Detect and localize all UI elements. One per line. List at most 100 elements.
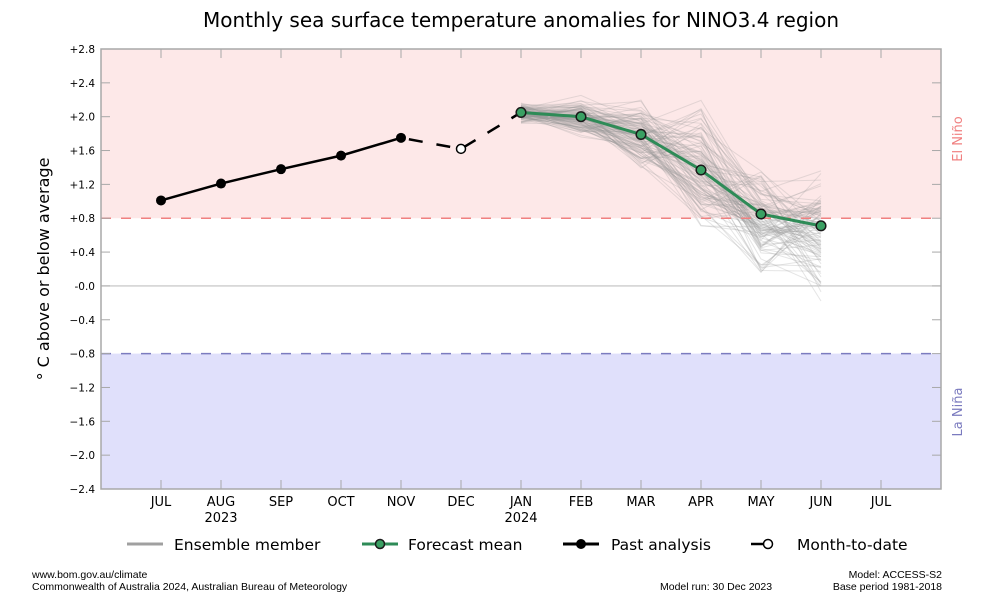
footer-copyright: Commonwealth of Australia 2024, Australi…	[32, 581, 348, 593]
ensemble-member-line	[520, 109, 822, 268]
ensemble-member-line	[520, 106, 822, 245]
y-tick-label: -0.0	[75, 281, 96, 293]
ensemble-member-line	[520, 116, 822, 283]
legend-label: Forecast mean	[408, 536, 522, 554]
x-tick-label: OCT	[327, 495, 354, 510]
la-nina-band	[101, 353, 941, 489]
ensemble-member-line	[520, 102, 822, 238]
ensemble-member-line	[520, 109, 822, 269]
ensemble-member-line	[520, 109, 822, 267]
x-tick-label: JUL	[150, 495, 172, 510]
ensemble-member-line	[520, 105, 822, 208]
legend: Ensemble member Forecast mean Past analysi…	[127, 536, 908, 554]
ensemble-member-line	[520, 106, 822, 183]
ensemble-member-line	[520, 109, 822, 302]
axis-labels: +2.8 +2.4 +2.0 +1.6 +1.2 +0.8 +0.4 -0.0 −0.4 −0.8…	[70, 44, 893, 526]
ensemble-member-line	[520, 106, 822, 215]
ensemble-member-line	[520, 112, 822, 261]
ensemble-member-line	[520, 118, 822, 293]
ensemble-member-line	[520, 110, 822, 246]
forecast-mean-point	[515, 106, 527, 119]
ensemble-member-line	[520, 108, 822, 249]
ensemble-member-line	[520, 110, 822, 224]
series-group	[156, 106, 827, 232]
y-axis-label: ° C above or below average	[34, 158, 53, 381]
ensemble-member-line	[520, 112, 822, 214]
month-to-date-point	[455, 143, 467, 155]
ensemble-member-line	[520, 111, 822, 242]
ensemble-member-line	[520, 112, 822, 254]
y-tick-label: +0.8	[70, 213, 96, 225]
month-to-date-connector	[400, 111, 522, 151]
ensemble-member-line	[520, 111, 822, 269]
ensemble-member-line	[520, 103, 822, 229]
ensemble-member-line	[520, 115, 822, 256]
y-tick-label: +1.2	[70, 179, 96, 191]
ensemble-member-line	[520, 107, 822, 246]
ensemble-member-line	[520, 109, 822, 273]
la-nina-label: La Niña	[951, 388, 966, 437]
x-tick-label: DEC	[447, 495, 474, 510]
ensemble-member-line	[520, 115, 822, 242]
ensemble-member-line	[520, 99, 822, 275]
y-tick-label: +2.8	[70, 44, 96, 56]
el-nino-band	[101, 49, 941, 219]
x-tick-label: SEP	[269, 495, 293, 510]
past-analysis-point	[216, 178, 226, 189]
past-analysis-point	[336, 150, 346, 161]
footer-model-run: Model run: 30 Dec 2023	[660, 581, 773, 593]
ensemble-member-line	[520, 99, 822, 226]
ensemble-member-line	[520, 108, 822, 287]
ensemble-member-line	[520, 110, 822, 248]
ensemble-member-line	[520, 116, 822, 274]
ensemble-member-line	[520, 109, 822, 235]
past-analysis-point	[276, 164, 286, 175]
el-nino-label: El Niño	[951, 116, 966, 162]
ensemble-member-line	[520, 110, 822, 223]
x-tick-label: NOV	[387, 495, 416, 510]
ensemble-member-line	[520, 114, 822, 249]
x-tick-label: MAR	[626, 495, 655, 510]
ensemble-member-line	[521, 113, 822, 283]
ensemble-member-line	[520, 108, 822, 252]
legend-label: Month-to-date	[797, 536, 908, 554]
ensemble-member-line	[520, 115, 822, 287]
legend-label: Past analysis	[611, 536, 711, 554]
ensemble-member-line	[520, 107, 822, 272]
ensemble-member-line	[520, 108, 822, 228]
ensemble-member-line	[520, 110, 822, 214]
ensemble-member-line	[520, 108, 822, 212]
y-tick-label: +2.0	[70, 112, 96, 124]
x-tick-label: FEB	[569, 495, 594, 510]
x-year-label: 2023	[204, 511, 237, 526]
ensemble-member-line	[520, 100, 822, 237]
y-tick-label: −1.2	[70, 382, 96, 394]
ensemble-member-line	[520, 106, 822, 250]
ensemble-member-line	[520, 105, 822, 265]
forecast-mean-point	[635, 128, 647, 141]
ensemble-member-line	[520, 107, 822, 266]
ensemble-member-line	[520, 102, 822, 232]
forecast-mean-line	[520, 110, 822, 228]
past-analysis-point	[156, 195, 166, 206]
x-tick-label: JUL	[870, 495, 892, 510]
forecast-mean-point	[695, 164, 707, 176]
ensemble-member-line	[520, 107, 822, 252]
ensemble-member-line	[520, 111, 822, 220]
ensemble-member-line	[520, 112, 822, 237]
footer-base-period: Base period 1981-2018	[832, 581, 942, 593]
y-tick-label: −0.8	[70, 349, 96, 361]
legend-mtd-marker	[762, 538, 774, 550]
ensemble-member-line	[520, 105, 822, 234]
y-tick-label: −2.4	[70, 484, 96, 496]
x-tick-label: JAN	[509, 495, 532, 510]
ensemble-member-line	[520, 118, 822, 258]
ensemble-member-line	[520, 111, 822, 284]
y-tick-label: −1.6	[70, 416, 96, 428]
x-tick-label: APR	[688, 495, 714, 510]
ensemble-member-line	[520, 109, 822, 216]
forecast-mean-point	[575, 111, 587, 123]
ensemble-member-line	[520, 100, 822, 232]
y-tick-label: +1.6	[70, 146, 96, 158]
